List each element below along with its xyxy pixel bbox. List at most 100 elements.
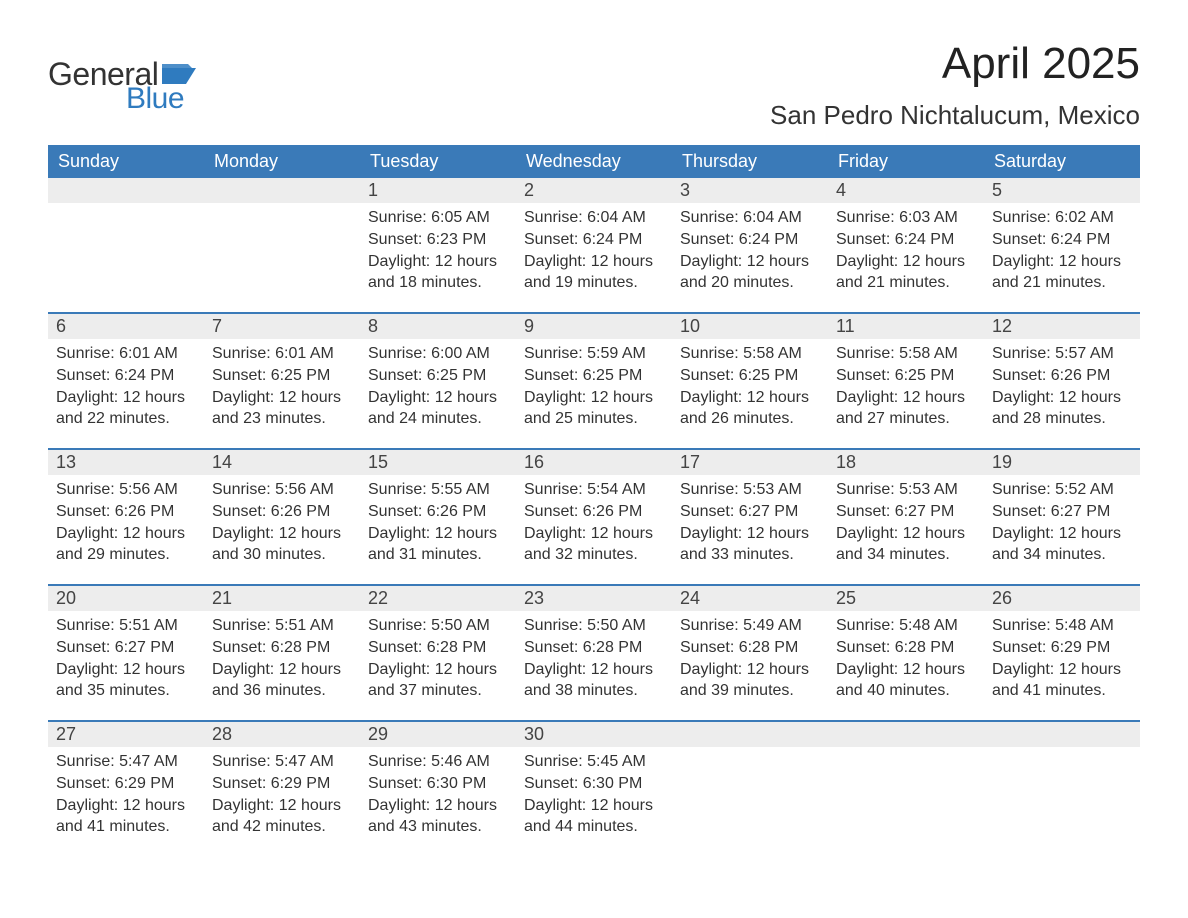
day-body-row: Sunrise: 5:51 AMSunset: 6:27 PMDaylight:…: [48, 611, 1140, 721]
daylight-line: Daylight: 12 hours and 24 minutes.: [368, 387, 508, 430]
sunrise-line: Sunrise: 5:54 AM: [524, 479, 664, 501]
sunset-line: Sunset: 6:28 PM: [836, 637, 976, 659]
daylight-line: Daylight: 12 hours and 34 minutes.: [992, 523, 1132, 566]
weekday-header: Wednesday: [516, 145, 672, 178]
day-number-cell: [48, 178, 204, 203]
location-subtitle: San Pedro Nichtalucum, Mexico: [770, 100, 1140, 131]
sunset-line: Sunset: 6:24 PM: [992, 229, 1132, 251]
sunrise-line: Sunrise: 5:55 AM: [368, 479, 508, 501]
daylight-line: Daylight: 12 hours and 32 minutes.: [524, 523, 664, 566]
sunset-line: Sunset: 6:29 PM: [56, 773, 196, 795]
weekday-header: Thursday: [672, 145, 828, 178]
daylight-line: Daylight: 12 hours and 22 minutes.: [56, 387, 196, 430]
day-body-cell: Sunrise: 5:47 AMSunset: 6:29 PMDaylight:…: [204, 747, 360, 857]
day-body-row: Sunrise: 6:05 AMSunset: 6:23 PM Daylight:…: [48, 203, 1140, 313]
sunset-line: Sunset: 6:27 PM: [992, 501, 1132, 523]
calendar-body: 12345 Sunrise: 6:05 AMSunset: 6:23 PM Dayl…: [48, 178, 1140, 857]
day-body-cell: Sunrise: 5:46 AMSunset: 6:30 PMDaylight:…: [360, 747, 516, 857]
day-number-cell: 18: [828, 449, 984, 475]
daynum-row: 12345: [48, 178, 1140, 203]
day-number-cell: 9: [516, 313, 672, 339]
day-number-cell: 15: [360, 449, 516, 475]
day-body-cell: Sunrise: 5:54 AMSunset: 6:26 PMDaylight:…: [516, 475, 672, 585]
day-body-cell: Sunrise: 6:03 AMSunset: 6:24 PMDaylight:…: [828, 203, 984, 313]
day-number-cell: 27: [48, 721, 204, 747]
day-number-cell: 28: [204, 721, 360, 747]
day-number-cell: 10: [672, 313, 828, 339]
daylight-line: Daylight: 12 hours and 19 minutes.: [524, 251, 664, 294]
sunrise-line: Sunrise: 6:01 AM: [56, 343, 196, 365]
sunset-line: Sunset: 6:30 PM: [524, 773, 664, 795]
daylight-line: Daylight: 12 hours and 42 minutes.: [212, 795, 352, 838]
day-number-cell: 14: [204, 449, 360, 475]
daylight-line: Daylight: 12 hours and 40 minutes.: [836, 659, 976, 702]
daylight-line: Daylight: 12 hours and 41 minutes.: [56, 795, 196, 838]
day-body-cell: [828, 747, 984, 857]
daylight-line: Daylight: 12 hours and 43 minutes.: [368, 795, 508, 838]
sunset-line: Sunset: 6:26 PM: [524, 501, 664, 523]
sunrise-line: Sunrise: 6:05 AM: [368, 207, 508, 229]
weekday-header: Saturday: [984, 145, 1140, 178]
day-number-cell: 25: [828, 585, 984, 611]
day-number-cell: 5: [984, 178, 1140, 203]
day-body-cell: Sunrise: 6:05 AMSunset: 6:23 PMDaylight:…: [360, 203, 516, 313]
day-body-cell: Sunrise: 5:45 AMSunset: 6:30 PMDaylight:…: [516, 747, 672, 857]
day-body-cell: Sunrise: 5:56 AMSunset: 6:26 PMDaylight:…: [204, 475, 360, 585]
sunset-line: Sunset: 6:28 PM: [368, 637, 508, 659]
day-number-cell: 13: [48, 449, 204, 475]
logo-word-blue: Blue: [126, 82, 196, 116]
day-body-cell: Sunrise: 5:51 AMSunset: 6:28 PMDaylight:…: [204, 611, 360, 721]
sunrise-line: Sunrise: 5:50 AM: [368, 615, 508, 637]
sunrise-line: Sunrise: 5:45 AM: [524, 751, 664, 773]
weekday-header: Friday: [828, 145, 984, 178]
sunset-line: Sunset: 6:23 PM: [368, 229, 508, 251]
sunrise-line: Sunrise: 5:47 AM: [56, 751, 196, 773]
month-title: April 2025: [770, 40, 1140, 88]
sunrise-line: Sunrise: 5:56 AM: [212, 479, 352, 501]
weekday-header: Tuesday: [360, 145, 516, 178]
sunrise-line: Sunrise: 6:02 AM: [992, 207, 1132, 229]
day-body-cell: [48, 203, 204, 313]
day-body-cell: Sunrise: 6:00 AMSunset: 6:25 PMDaylight:…: [360, 339, 516, 449]
sunset-line: Sunset: 6:26 PM: [56, 501, 196, 523]
sunrise-line: Sunrise: 5:49 AM: [680, 615, 820, 637]
daynum-row: 20212223242526: [48, 585, 1140, 611]
sunset-line: Sunset: 6:25 PM: [368, 365, 508, 387]
day-body-cell: Sunrise: 6:01 AMSunset: 6:24 PMDaylight:…: [48, 339, 204, 449]
sunset-line: Sunset: 6:24 PM: [680, 229, 820, 251]
weekday-header: Monday: [204, 145, 360, 178]
sunrise-line: Sunrise: 6:03 AM: [836, 207, 976, 229]
sunset-line: Sunset: 6:28 PM: [680, 637, 820, 659]
day-body-cell: [672, 747, 828, 857]
day-body-cell: Sunrise: 6:04 AMSunset: 6:24 PMDaylight:…: [516, 203, 672, 313]
sunset-line: Sunset: 6:26 PM: [368, 501, 508, 523]
day-body-cell: Sunrise: 5:50 AMSunset: 6:28 PMDaylight:…: [516, 611, 672, 721]
sunset-line: Sunset: 6:24 PM: [56, 365, 196, 387]
daylight-line: Daylight: 12 hours and 44 minutes.: [524, 795, 664, 838]
daylight-line: Daylight: 12 hours and 38 minutes.: [524, 659, 664, 702]
sunset-line: Sunset: 6:27 PM: [680, 501, 820, 523]
day-number-cell: 2: [516, 178, 672, 203]
day-number-cell: 30: [516, 721, 672, 747]
day-number-cell: 11: [828, 313, 984, 339]
sunrise-line: Sunrise: 5:50 AM: [524, 615, 664, 637]
sunrise-line: Sunrise: 6:04 AM: [680, 207, 820, 229]
sunrise-line: Sunrise: 5:48 AM: [836, 615, 976, 637]
sunset-line: Sunset: 6:27 PM: [56, 637, 196, 659]
daylight-line: Daylight: 12 hours and 33 minutes.: [680, 523, 820, 566]
daylight-line: Daylight: 12 hours and 37 minutes.: [368, 659, 508, 702]
daylight-line: Daylight: 12 hours and 35 minutes.: [56, 659, 196, 702]
daylight-line: Daylight: 12 hours and 25 minutes.: [524, 387, 664, 430]
day-body-row: Sunrise: 5:56 AMSunset: 6:26 PMDaylight:…: [48, 475, 1140, 585]
sunset-line: Sunset: 6:25 PM: [680, 365, 820, 387]
sunset-line: Sunset: 6:26 PM: [212, 501, 352, 523]
calendar-page: General Blue April 2025 San Pedro Nichta…: [0, 0, 1188, 897]
day-body-cell: Sunrise: 5:58 AMSunset: 6:25 PMDaylight:…: [672, 339, 828, 449]
sunset-line: Sunset: 6:28 PM: [212, 637, 352, 659]
sunrise-line: Sunrise: 5:58 AM: [680, 343, 820, 365]
daynum-row: 27282930: [48, 721, 1140, 747]
day-body-cell: Sunrise: 5:50 AMSunset: 6:28 PMDaylight:…: [360, 611, 516, 721]
title-block: April 2025 San Pedro Nichtalucum, Mexico: [770, 40, 1140, 131]
day-number-cell: 23: [516, 585, 672, 611]
day-body-cell: Sunrise: 5:48 AMSunset: 6:29 PMDaylight:…: [984, 611, 1140, 721]
